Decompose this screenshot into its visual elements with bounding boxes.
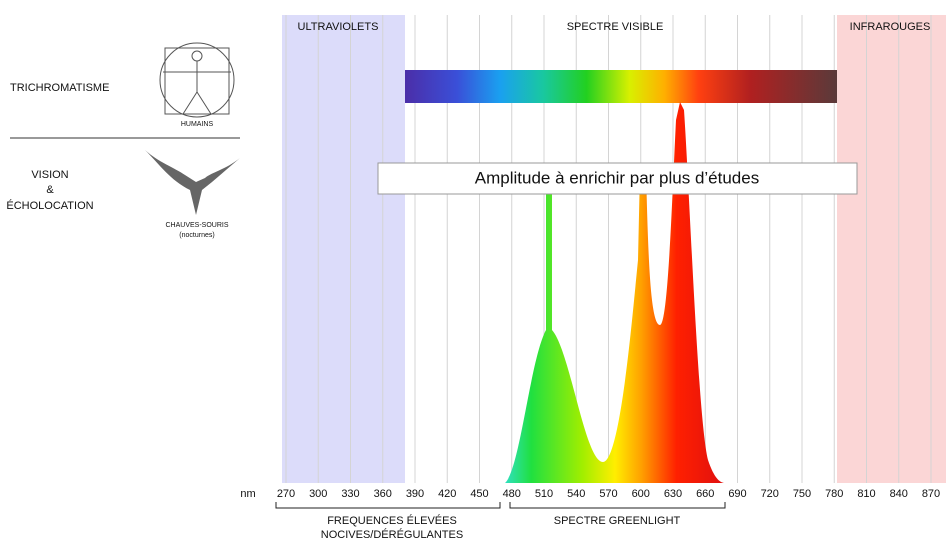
humans-caption: HUMAINS <box>181 121 214 128</box>
bat-line: VISION <box>31 169 68 181</box>
bat-line: & <box>46 184 54 196</box>
bat-caption: CHAUVES-SOURIS <box>165 222 228 229</box>
x-tick-label: 570 <box>599 488 617 500</box>
x-tick-label: 870 <box>922 488 940 500</box>
x-tick-label: 810 <box>857 488 875 500</box>
x-tick-label: 690 <box>728 488 746 500</box>
x-tick-label: 510 <box>535 488 553 500</box>
x-tick-label: 330 <box>341 488 359 500</box>
bracket-label: SPECTRE GREENLIGHT <box>554 515 681 527</box>
note: Amplitude à enrichir par plus d’études <box>475 168 759 187</box>
x-tick-label: 780 <box>825 488 843 500</box>
bat-caption: (nocturnes) <box>179 232 214 239</box>
x-tick-label: 540 <box>567 488 585 500</box>
x-tick-label: 420 <box>438 488 456 500</box>
x-tick-label: 360 <box>374 488 392 500</box>
ir-label: INFRAROUGES <box>850 21 931 33</box>
ir-band <box>837 15 946 483</box>
human-icon <box>160 43 234 117</box>
trichromatism: TRICHROMATISME <box>10 82 109 94</box>
x-tick-label: 840 <box>890 488 908 500</box>
visible-label: SPECTRE VISIBLE <box>567 21 664 33</box>
x-tick-label: 270 <box>277 488 295 500</box>
x-tick-label: 600 <box>632 488 650 500</box>
spectrum-diagram: Amplitude à enrichir par plus d’études U… <box>0 0 946 543</box>
bracket-label: NOCIVES/DÉRÉGULANTES <box>321 528 463 541</box>
visible-spectrum-bar <box>405 70 837 103</box>
axis-unit: nm <box>240 488 255 500</box>
bat-line: ÉCHOLOCATION <box>6 199 93 212</box>
x-tick-label: 630 <box>664 488 682 500</box>
uv-label: ULTRAVIOLETS <box>298 21 379 33</box>
x-tick-label: 390 <box>406 488 424 500</box>
bracket <box>510 502 725 508</box>
bracket <box>276 502 500 508</box>
bracket-label: FREQUENCES ÉLEVÉES <box>327 514 457 527</box>
x-tick-label: 660 <box>696 488 714 500</box>
x-tick-label: 750 <box>793 488 811 500</box>
uv-band <box>282 15 405 483</box>
greenlight-curve <box>505 102 725 483</box>
x-tick-label: 480 <box>503 488 521 500</box>
x-tick-label: 720 <box>761 488 779 500</box>
x-tick-label: 300 <box>309 488 327 500</box>
x-tick-label: 450 <box>470 488 488 500</box>
bat-icon <box>145 150 240 215</box>
